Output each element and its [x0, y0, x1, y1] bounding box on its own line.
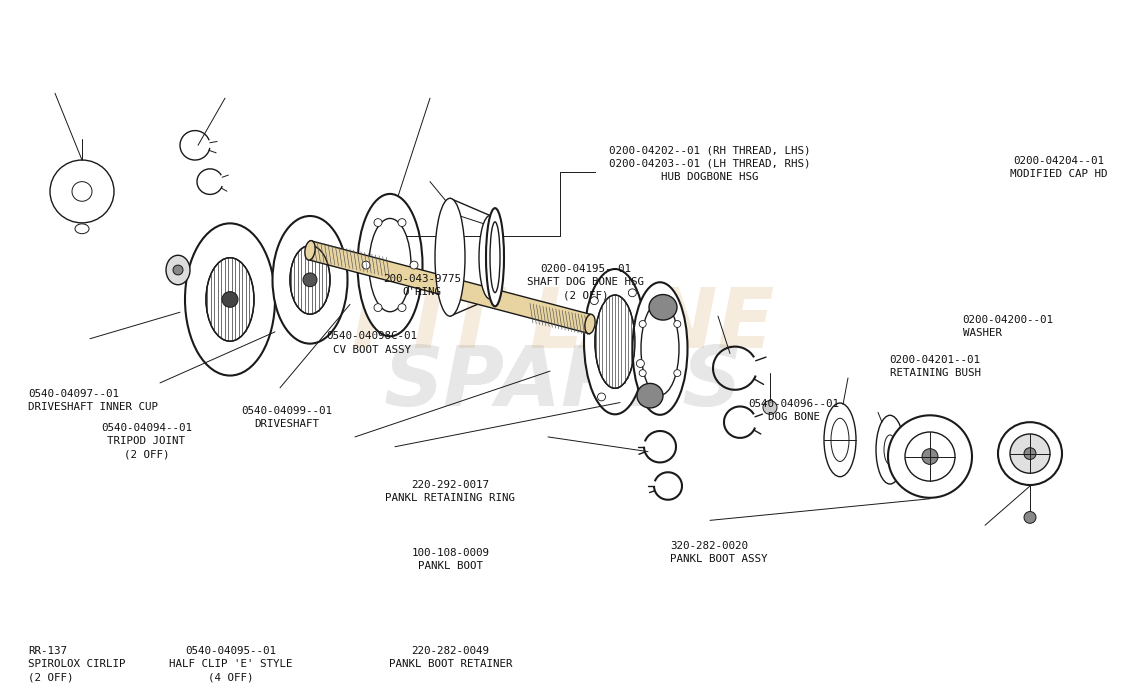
- Ellipse shape: [435, 198, 465, 316]
- Circle shape: [1024, 511, 1036, 524]
- Circle shape: [636, 360, 644, 367]
- Circle shape: [303, 273, 318, 287]
- Ellipse shape: [479, 216, 501, 299]
- Circle shape: [222, 291, 238, 307]
- Circle shape: [905, 432, 955, 481]
- Circle shape: [922, 449, 938, 464]
- Ellipse shape: [884, 435, 896, 464]
- Ellipse shape: [876, 415, 904, 484]
- Circle shape: [628, 289, 636, 297]
- Ellipse shape: [831, 418, 849, 462]
- Text: 0200-04204--01
MODIFIED CAP HD: 0200-04204--01 MODIFIED CAP HD: [1010, 156, 1107, 178]
- Ellipse shape: [305, 240, 315, 260]
- Text: 220-292-0017
PANKL RETAINING RING: 220-292-0017 PANKL RETAINING RING: [385, 480, 516, 504]
- Text: RR-137
SPIROLOX CIRLIP
(2 OFF): RR-137 SPIROLOX CIRLIP (2 OFF): [28, 646, 126, 682]
- Text: SPARES: SPARES: [383, 342, 743, 424]
- Circle shape: [1010, 434, 1051, 473]
- Ellipse shape: [272, 216, 348, 344]
- Ellipse shape: [369, 218, 411, 311]
- Circle shape: [590, 297, 598, 305]
- Text: 0540-04094--01
TRIPOD JOINT
(2 OFF): 0540-04094--01 TRIPOD JOINT (2 OFF): [101, 423, 191, 459]
- Circle shape: [72, 182, 92, 201]
- Ellipse shape: [824, 403, 856, 477]
- Circle shape: [50, 160, 114, 223]
- Circle shape: [640, 320, 646, 327]
- Ellipse shape: [633, 282, 688, 415]
- Text: 100-108-0009
PANKL BOOT: 100-108-0009 PANKL BOOT: [411, 548, 490, 571]
- Polygon shape: [310, 240, 590, 333]
- Circle shape: [763, 400, 777, 414]
- Text: 0540-04099--01
DRIVESHAFT: 0540-04099--01 DRIVESHAFT: [242, 406, 332, 429]
- Ellipse shape: [486, 208, 504, 307]
- Text: 0540-04095--01
HALF CLIP 'E' STYLE
(4 OFF): 0540-04095--01 HALF CLIP 'E' STYLE (4 OF…: [169, 646, 293, 682]
- Text: 0200-04202--01 (RH THREAD, LHS)
0200-04203--01 (LH THREAD, RHS)
HUB DOGBONE HSG: 0200-04202--01 (RH THREAD, LHS) 0200-042…: [609, 145, 810, 182]
- Circle shape: [598, 393, 606, 401]
- Ellipse shape: [206, 258, 254, 341]
- Text: PIT LANE: PIT LANE: [351, 283, 775, 364]
- Ellipse shape: [584, 314, 596, 333]
- Ellipse shape: [641, 302, 679, 395]
- Text: 0200-04200--01
WASHER: 0200-04200--01 WASHER: [963, 315, 1054, 338]
- Ellipse shape: [595, 295, 635, 389]
- Ellipse shape: [649, 294, 677, 320]
- Text: 0540-04097--01
DRIVESHAFT INNER CUP: 0540-04097--01 DRIVESHAFT INNER CUP: [28, 389, 158, 412]
- Text: 0200-04201--01
RETAINING BUSH: 0200-04201--01 RETAINING BUSH: [890, 355, 981, 378]
- Circle shape: [374, 304, 382, 311]
- Circle shape: [173, 265, 184, 275]
- Ellipse shape: [185, 223, 275, 376]
- Ellipse shape: [637, 383, 663, 408]
- Circle shape: [374, 218, 382, 227]
- Circle shape: [640, 370, 646, 376]
- Ellipse shape: [291, 245, 330, 314]
- Circle shape: [998, 422, 1062, 485]
- Circle shape: [673, 320, 681, 327]
- Text: 200-043-9775
O'RING: 200-043-9775 O'RING: [383, 274, 462, 297]
- Text: 320-282-0020
PANKL BOOT ASSY: 320-282-0020 PANKL BOOT ASSY: [670, 541, 768, 564]
- Circle shape: [397, 218, 406, 227]
- Text: 0200-04195--01
SHAFT DOG BONE HSG
(2 OFF): 0200-04195--01 SHAFT DOG BONE HSG (2 OFF…: [527, 264, 644, 300]
- Circle shape: [410, 261, 418, 269]
- Ellipse shape: [166, 255, 190, 285]
- Ellipse shape: [584, 269, 646, 414]
- Text: 0540-04098C-01
CV BOOT ASSY: 0540-04098C-01 CV BOOT ASSY: [327, 331, 417, 355]
- Circle shape: [888, 415, 972, 497]
- Ellipse shape: [75, 224, 89, 234]
- Text: 0540-04096--01
DOG BONE: 0540-04096--01 DOG BONE: [749, 399, 839, 422]
- Circle shape: [397, 304, 406, 311]
- Text: 220-282-0049
PANKL BOOT RETAINER: 220-282-0049 PANKL BOOT RETAINER: [388, 646, 512, 669]
- Circle shape: [361, 261, 370, 269]
- Ellipse shape: [490, 222, 500, 293]
- Circle shape: [1024, 448, 1036, 460]
- Circle shape: [673, 370, 681, 376]
- Ellipse shape: [357, 194, 422, 336]
